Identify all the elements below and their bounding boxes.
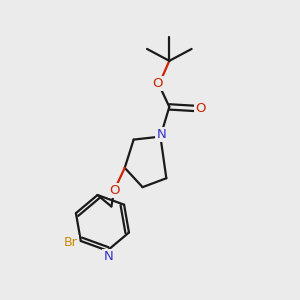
Text: O: O xyxy=(152,76,163,90)
Text: N: N xyxy=(156,128,166,141)
Text: O: O xyxy=(195,102,206,115)
Text: O: O xyxy=(109,184,120,196)
Text: N: N xyxy=(103,250,113,263)
Text: Br: Br xyxy=(64,236,78,249)
